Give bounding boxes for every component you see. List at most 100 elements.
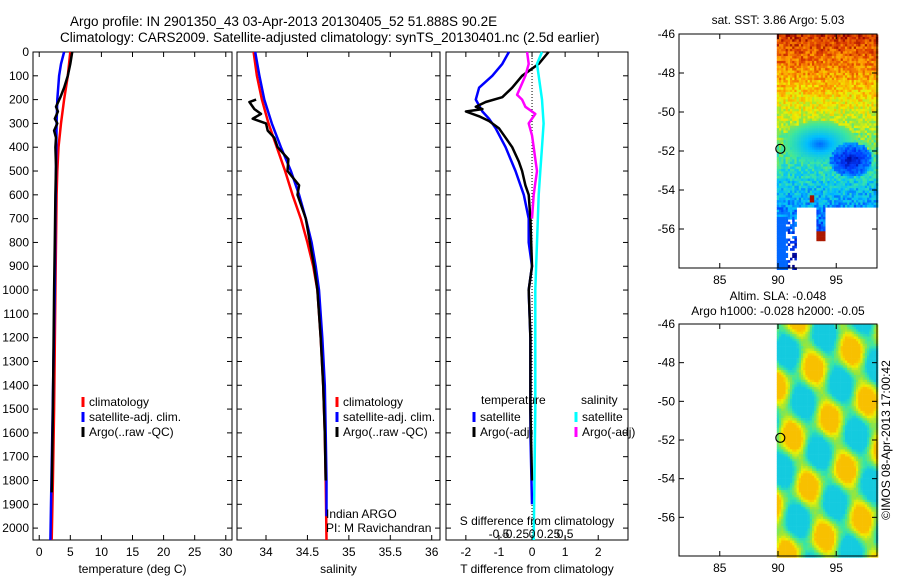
sla-map-cell [781, 408, 784, 412]
sst-map-cell [801, 142, 804, 146]
sst-map-cell [862, 94, 866, 98]
sst-map-cell [801, 92, 804, 95]
sst-map-cell [827, 178, 830, 182]
sla-map-cell [792, 542, 795, 546]
sst-map-cell [779, 96, 782, 100]
sst-map-cell [783, 39, 786, 42]
sst-map-cell [845, 77, 848, 81]
sla-map-cell [779, 437, 782, 440]
sst-map-cell [860, 60, 863, 64]
sst-map-cell [864, 176, 868, 179]
sst-map-cell [787, 99, 791, 102]
sla-map-cell [779, 324, 782, 328]
sst-map-cell [781, 176, 784, 179]
sst-map-cell [816, 68, 819, 71]
sst-map-cell [856, 53, 859, 57]
sst-map-cell [825, 84, 828, 88]
sst-map-cell [862, 44, 866, 47]
sst-map-cell [803, 80, 806, 83]
sla-map-cell [796, 326, 800, 330]
sst-map-cell [792, 94, 795, 98]
sst-map-cell [792, 77, 795, 81]
sst-map-cell [827, 125, 830, 129]
sst-map-cell [858, 111, 861, 114]
sst-map-cell [849, 60, 852, 64]
sst-map-cell [845, 60, 848, 64]
sst-map-cell [862, 166, 866, 170]
sst-map-cell [845, 63, 848, 66]
sst-map-cell [796, 65, 800, 69]
sst-map-cell [867, 87, 870, 90]
sst-map-cell [836, 142, 839, 146]
sla-map-cell [796, 329, 800, 332]
sst-map-cell [842, 56, 846, 59]
sst-map-cell [860, 113, 863, 117]
sla-map-cell [796, 389, 800, 392]
sst-map-cell [873, 147, 877, 150]
sst-map-cell [796, 108, 800, 112]
sst-map-cell [792, 245, 795, 249]
sst-map-cell [818, 233, 822, 237]
sst-map-cell [790, 161, 793, 165]
sla-map-cell [801, 502, 804, 505]
sst-map-cell [814, 164, 817, 167]
sst-map-cell [805, 82, 808, 86]
sla-map-cell [796, 461, 800, 464]
sla-map-cell [794, 499, 797, 503]
temperature-ytick-label: 900 [9, 259, 29, 273]
sst-map-cell [860, 111, 863, 114]
sla-map-cell [798, 504, 802, 508]
sla-map-cell [790, 456, 793, 460]
sst-map-cell [834, 89, 837, 93]
sst-map-cell [809, 154, 813, 158]
sst-map-cell [842, 168, 846, 172]
sst-map-cell [827, 111, 830, 114]
sst-map-cell [840, 188, 844, 191]
sst-map-cell [818, 212, 822, 215]
sst-map-cell [781, 77, 784, 81]
sla-map-cell [787, 468, 791, 472]
sst-map-cell [792, 166, 795, 170]
sst-map-cell [871, 41, 874, 45]
sla-map-cell [790, 415, 793, 419]
sla-map-cell [785, 533, 789, 536]
sst-map-cell [851, 70, 855, 74]
sst-map-cell [867, 142, 870, 146]
sst-map-cell [814, 72, 817, 76]
sst-map-cell [862, 70, 866, 74]
sla-map-cell [776, 542, 780, 546]
sla-map-cell [787, 552, 791, 556]
sst-map-cell [787, 104, 791, 107]
sst-map-cell [853, 89, 857, 93]
sst-map-cell [829, 200, 833, 203]
sst-map-cell [781, 36, 784, 40]
sla-map-cell [796, 480, 800, 484]
sst-map-cell [871, 56, 874, 59]
sst-map-cell [776, 183, 780, 186]
sst-map-cell [798, 159, 802, 162]
sla-map-cell [790, 506, 793, 510]
sla-map-cell [794, 379, 797, 383]
sst-map-cell [820, 183, 824, 186]
sst-map-cell [840, 72, 844, 76]
sst-map-cell [776, 156, 780, 160]
sst-map-cell [796, 142, 800, 146]
sla-map-cell [783, 379, 786, 383]
sst-map-cell [858, 77, 861, 81]
sst-map-cell [803, 82, 806, 86]
sst-map-cell [783, 185, 786, 189]
sla-map-cell [787, 449, 791, 452]
sla-map-cell [790, 449, 793, 452]
sst-map-cell [816, 152, 819, 155]
sst-map-cell [871, 72, 874, 76]
sst-map-cell [812, 77, 815, 81]
sst-map-cell [809, 70, 813, 74]
sst-map-cell [842, 137, 846, 141]
sst-map-ytick-label: -56 [658, 222, 676, 236]
sst-map-cell [825, 154, 828, 158]
sst-map-cell [840, 84, 844, 88]
sst-map-cell [816, 108, 819, 112]
sla-map-cell [776, 331, 780, 335]
sla-map-cell [776, 370, 780, 373]
sla-map-cell [785, 403, 789, 407]
